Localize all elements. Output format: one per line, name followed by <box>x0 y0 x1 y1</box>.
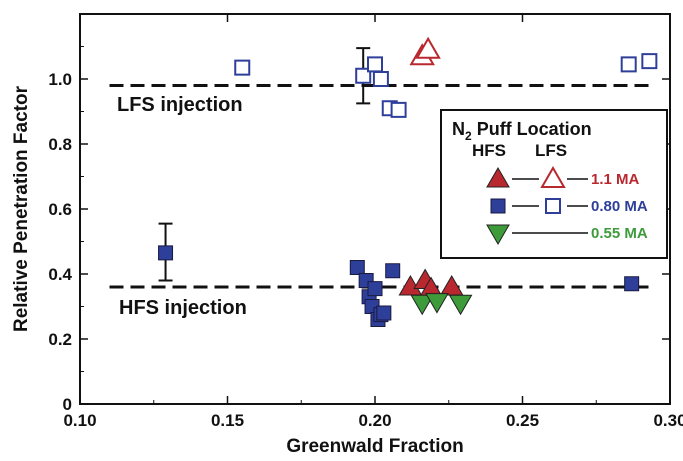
x-tick-label: 0.25 <box>506 411 539 430</box>
error-bars <box>158 47 371 282</box>
legend-title-n: N <box>452 119 465 139</box>
data-point-lfs <box>641 53 658 70</box>
reference-lines <box>109 84 656 289</box>
y-tick-label: 0.8 <box>48 135 72 154</box>
legend-col-lfs: LFS <box>535 141 567 160</box>
x-axis-title: Greenwald Fraction <box>286 436 463 457</box>
legend-col-hfs: HFS <box>472 141 506 160</box>
data-point-lfs <box>620 56 637 73</box>
y-tick-label: 1.0 <box>48 70 72 89</box>
data-point-hfs <box>349 260 365 275</box>
data-point-lfs <box>372 71 389 87</box>
legend-marker-hfs <box>486 167 510 188</box>
data-point-hfs <box>376 305 392 321</box>
hfs-injection-label: HFS injection <box>119 297 247 319</box>
legend-marker-hfs <box>486 224 510 245</box>
legend: N2 Puff Location HFS LFS 1.1 MA 0.80 MA 0.… <box>440 109 668 259</box>
legend-label: 1.1 MA <box>591 171 640 188</box>
legend-title-subscript: 2 <box>465 129 472 143</box>
legend-marker-hfs <box>490 198 506 214</box>
data-point-lfs <box>234 59 251 76</box>
data-point-hfs <box>448 294 473 316</box>
y-tick-label: 0 <box>63 395 72 414</box>
y-axis-title: Relative Penetration Factor <box>11 85 32 332</box>
y-tick-label: 0.6 <box>48 200 72 219</box>
data-point-hfs <box>158 245 174 261</box>
legend-marker-lfs <box>545 198 561 214</box>
legend-title: N2 Puff Location <box>452 119 592 143</box>
x-tick-label: 0.15 <box>211 411 244 430</box>
legend-marker-lfs <box>540 166 566 188</box>
legend-rows: 1.1 MA 0.80 MA 0.55 MA <box>486 166 648 245</box>
data-point-hfs <box>624 276 640 292</box>
data-point-hfs <box>425 293 449 314</box>
legend-label: 0.55 MA <box>591 225 648 242</box>
data-point-lfs <box>367 56 383 73</box>
data-points <box>158 36 658 327</box>
data-point-lfs <box>355 67 372 84</box>
legend-title-rest: Puff Location <box>472 119 592 139</box>
y-tick-label: 0.2 <box>48 330 72 349</box>
x-tick-label: 0.30 <box>653 411 683 430</box>
lfs-injection-label: LFS injection <box>117 94 243 116</box>
data-point-lfs <box>415 36 441 59</box>
legend-label: 0.80 MA <box>591 198 648 215</box>
data-point-hfs <box>367 281 383 297</box>
data-point-hfs <box>385 263 401 279</box>
data-point-lfs <box>390 101 407 118</box>
data-point-hfs <box>410 294 435 316</box>
y-tick-label: 0.4 <box>48 265 72 284</box>
x-tick-label: 0.10 <box>63 411 96 430</box>
x-tick-label: 0.20 <box>358 411 391 430</box>
